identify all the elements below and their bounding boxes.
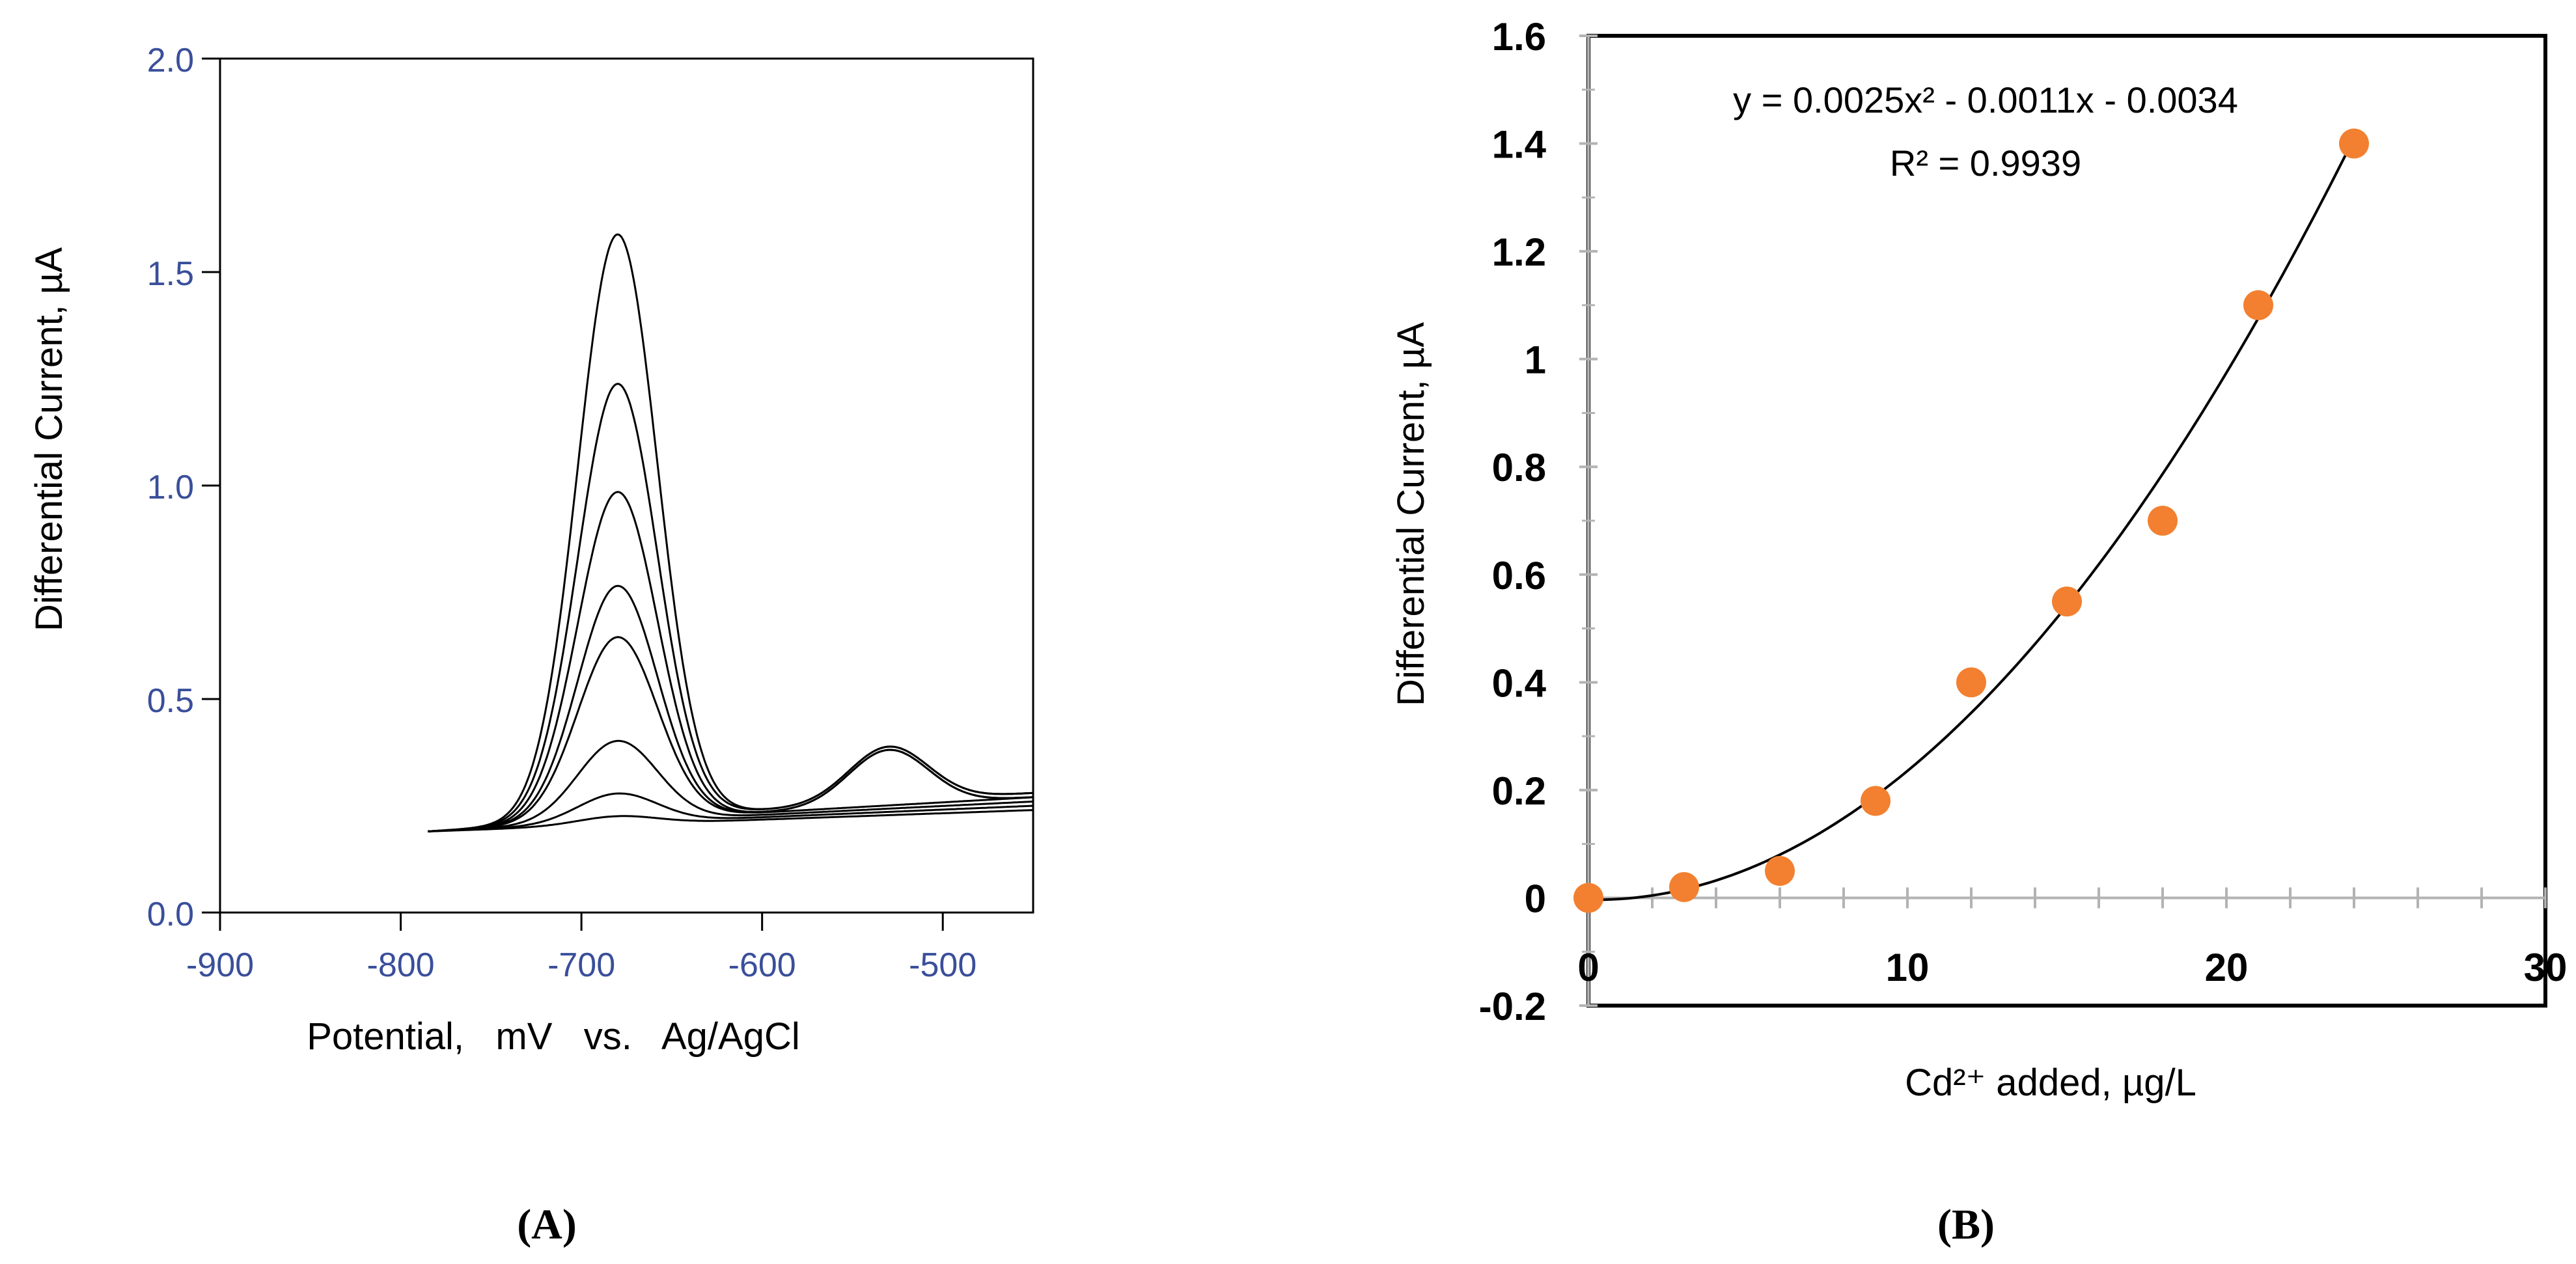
panel-b-y-tick-label: 0 [1525, 877, 1546, 920]
panel-b-chart: -0.2 0 0.2 0.4 0.6 0.8 1 1.2 1.4 1.6 0 10 20 30 y = … [1390, 15, 2567, 1248]
panel-b-label: (B) [1937, 1201, 1995, 1248]
panel-b-y-tick-label: 0.6 [1492, 554, 1546, 598]
panel-a-y-tick-label: 0.0 [147, 896, 194, 933]
panel-b-x-ticks: 0 10 20 30 [1577, 887, 2567, 989]
panel-a-x-tick-label: -700 [547, 946, 615, 984]
panel-b-data-point [2243, 290, 2273, 320]
panel-a-chart: 0.0 0.5 1.0 1.5 2.0 -900 -800 -700 -600 -500 Pot… [28, 42, 1034, 1248]
panel-a-voltammogram-6 [428, 491, 1034, 832]
panel-a-voltammogram-8 [428, 233, 1034, 832]
panel-b-y-tick-label: 0.4 [1492, 661, 1547, 705]
panel-b-y-tick-label: 1.2 [1492, 230, 1546, 274]
panel-a-curves [428, 233, 1034, 832]
panel-b-trendline [1588, 137, 2355, 901]
panel-b-data-points [1573, 128, 2369, 913]
panel-b-data-point [2148, 506, 2178, 536]
panel-b-y-tick-label: 0.2 [1492, 769, 1546, 813]
panel-a-x-tick-label: -900 [186, 946, 254, 984]
panel-b-y-tick-label: -0.2 [1479, 985, 1546, 1028]
panel-b-x-axis-label: Cd²⁺ added, µg/L [1905, 1062, 2196, 1104]
panel-b-x-tick-label: 20 [2205, 946, 2249, 989]
panel-b-data-point [1669, 872, 1699, 902]
panel-a-y-tick-label: 1.0 [147, 469, 194, 506]
panel-a-y-tick-label: 2.0 [147, 42, 194, 79]
panel-b-data-point [1956, 667, 1986, 698]
panel-a-label: (A) [517, 1201, 577, 1248]
panel-b-data-point [2339, 128, 2369, 159]
panel-b-x-tick-label: 30 [2524, 946, 2568, 989]
panel-a-x-tick-label: -500 [909, 946, 976, 984]
panel-b-y-ticks: -0.2 0 0.2 0.4 0.6 0.8 1 1.2 1.4 1.6 [1479, 15, 1598, 1028]
panel-a-voltammogram-2 [428, 792, 1034, 832]
panel-b-y-tick-label: 1.6 [1492, 15, 1546, 59]
panel-a-y-axis-label: Differential Current, µA [28, 247, 70, 631]
panel-b-x-tick-label: 10 [1886, 946, 1930, 989]
panel-b-y-tick-label: 1 [1525, 338, 1546, 382]
panel-a-x-axis-label: Potential, mV vs. Ag/AgCl [307, 1015, 800, 1058]
panel-b-trendline-equation: y = 0.0025x² - 0.0011x - 0.0034 [1733, 79, 2238, 120]
panel-a-x-tick-label: -800 [367, 946, 435, 984]
panel-b-data-point [1861, 786, 1890, 816]
panel-a-voltammogram-1 [428, 809, 1034, 832]
panel-b-r-squared: R² = 0.9939 [1890, 143, 2081, 184]
panel-b-data-point [1765, 856, 1795, 886]
panel-a-voltammogram-5 [428, 584, 1034, 832]
panel-b-y-tick-label: 1.4 [1492, 123, 1547, 167]
panel-b-data-point [2052, 586, 2082, 617]
panel-a-y-tick-label: 1.5 [147, 255, 194, 293]
panel-a-x-tick-label: -600 [728, 946, 796, 984]
panel-b-data-point [1573, 883, 1603, 913]
panel-a-plot-frame [219, 57, 1034, 914]
panel-a-y-ticks: 0.0 0.5 1.0 1.5 2.0 [147, 42, 220, 933]
panel-a-y-tick-label: 0.5 [147, 682, 194, 720]
panel-b-x-tick-label: 0 [1577, 946, 1599, 989]
panel-a-x-ticks: -900 -800 -700 -600 -500 [186, 913, 976, 984]
panel-a-voltammogram-7 [428, 383, 1034, 832]
panel-b-y-tick-label: 0.8 [1492, 446, 1546, 489]
panel-b-y-axis-label: Differential Current, µA [1390, 322, 1432, 706]
panel-a-voltammogram-3 [428, 739, 1034, 832]
